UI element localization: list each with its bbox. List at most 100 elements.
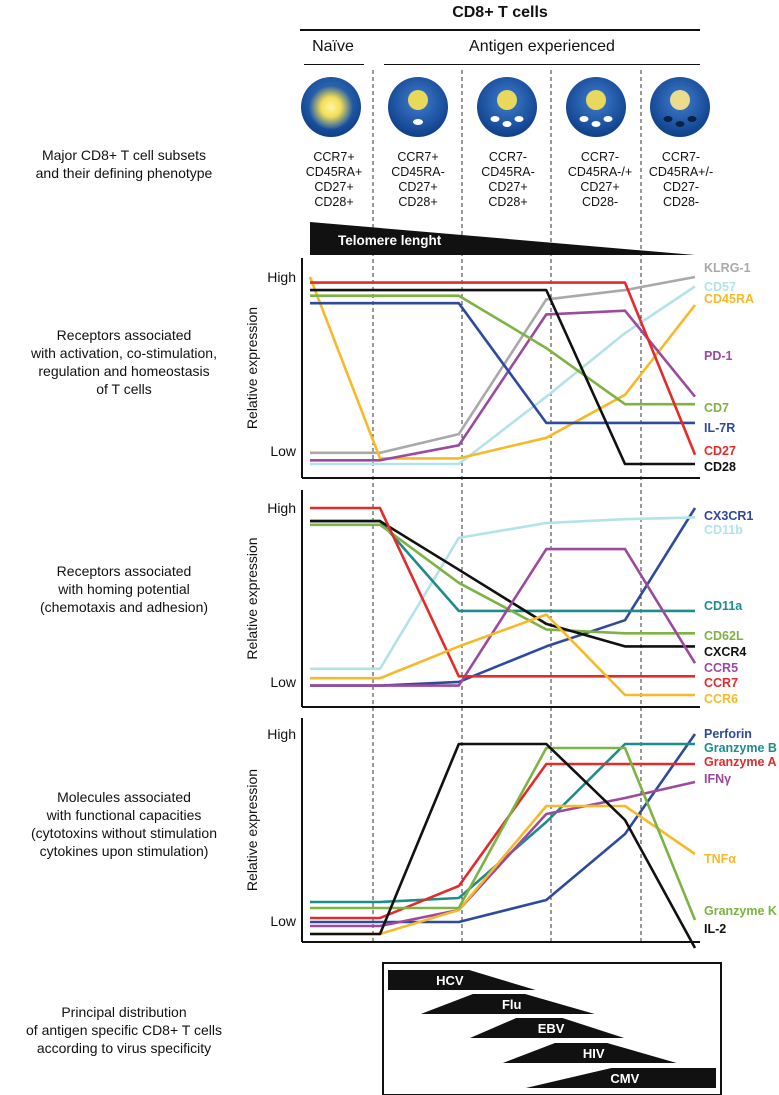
tcell-granule [603, 116, 613, 122]
virus-bar-cmv: CMV [525, 1068, 716, 1088]
virus-distribution-box [382, 962, 722, 1095]
series-line-granzyme-k [310, 746, 697, 921]
virus-wedge [525, 1068, 716, 1088]
series-label-pd-1: PD-1 [704, 349, 733, 363]
expression-panel-1: Relative expression High Low KLRG-1 CD57CD45… [244, 258, 754, 479]
tcell-granule [490, 116, 500, 122]
telomere-wedge [310, 222, 695, 255]
series-label-il-7r: IL-7R [704, 421, 735, 435]
series-line-klrg-1 [310, 275, 696, 455]
tcell-granule [579, 116, 589, 122]
virus-label: EBV [538, 1021, 565, 1036]
y-tick-high: High [267, 500, 296, 516]
page-title: CD8+ T cells [452, 4, 548, 21]
tcell-granule [502, 121, 512, 127]
virus-wedge [470, 1018, 625, 1038]
series-line-ifn [310, 780, 696, 928]
y-axis-label: Relative expression [244, 769, 260, 891]
series-label-ccr6: CCR6 [704, 692, 738, 706]
naive-rule [304, 64, 364, 65]
y-tick-low: Low [270, 913, 297, 929]
tcell-granule [687, 116, 697, 122]
series-line-il-7r [310, 301, 695, 425]
series-label-tnf: TNFα [704, 852, 736, 866]
y-tick-low: Low [270, 443, 297, 459]
series-line-ccr7 [310, 506, 695, 678]
series-line-perforin [310, 733, 697, 924]
series-label-cx3cr1: CX3CR1 [704, 509, 753, 523]
y-axis-label: Relative expression [244, 537, 260, 659]
series-line-cd28 [310, 288, 695, 466]
series-line-cd27 [310, 281, 697, 456]
tcell-2 [388, 77, 448, 137]
series-label-klrg-1: KLRG-1 [704, 261, 751, 275]
experienced-rule [384, 64, 700, 65]
tcell-granule [663, 116, 673, 122]
tcell-granule [514, 116, 524, 122]
series-label-cd7: CD7 [704, 401, 729, 415]
virus-label: HIV [583, 1046, 605, 1061]
tcell-nucleus [586, 90, 606, 110]
series-label-cd11a: CD11a [704, 599, 743, 613]
series-line-cxcr4 [310, 519, 695, 648]
series-line-cd7 [310, 294, 695, 406]
label-virus-distribution: Principal distribution of antigen specifi… [26, 1004, 222, 1056]
tcell-1 [301, 77, 361, 137]
phenotype-naive: CCR7+ CD45RA+ CD27+ CD28+ [305, 150, 363, 209]
virus-bar-hcv: HCV [388, 970, 536, 990]
tcell-5 [650, 77, 710, 137]
y-axis-label: Relative expression [244, 307, 260, 429]
title-rule [300, 29, 700, 31]
series-line-granzyme-a [310, 762, 695, 920]
series-label-cd45ra: CD45RA [704, 292, 754, 306]
series-label-granzyme-b: Granzyme B [704, 741, 777, 755]
phenotype-transitional-memory: CCR7- CD45RA- CD27+ CD28+ [481, 150, 535, 209]
series-label-cd57: CD57 [704, 280, 736, 294]
phenotype-effector-memory: CCR7- CD45RA-/+ CD27+ CD28- [567, 150, 633, 209]
y-tick-high: High [267, 726, 296, 742]
series-line-ccr6 [310, 613, 695, 697]
phenotype-effector: CCR7- CD45RA+/- CD27- CD28- [648, 150, 714, 209]
virus-bar-ebv: EBV [470, 1018, 625, 1038]
virus-wedge [420, 994, 595, 1014]
tcell-granule [413, 119, 423, 125]
virus-bar-flu: Flu [420, 994, 595, 1014]
series-label-granzyme-a: Granzyme A [704, 755, 776, 769]
virus-label: HCV [436, 973, 464, 988]
series-label-cd11b: CD11b [704, 523, 743, 537]
tcell-granule [591, 121, 601, 127]
label-functional-molecules: Molecules associated with functional capa… [31, 789, 217, 859]
virus-label: Flu [502, 997, 522, 1012]
series-label-granzyme-k: Granzyme K [704, 904, 777, 918]
experienced-heading: Antigen experienced [469, 38, 615, 55]
series-label-ccr5: CCR5 [704, 661, 738, 675]
telomere-label: Telomere lenght [338, 233, 442, 248]
tcell-granule [675, 121, 685, 127]
series-label-cd27: CD27 [704, 444, 736, 458]
series-label-cxcr4: CXCR4 [704, 645, 746, 659]
expression-panel-3: Relative expressionHighLowPerforinGranzy… [244, 718, 777, 949]
naive-heading: Naïve [312, 38, 354, 55]
label-subsets: Major CD8+ T cell subsets and their defin… [35, 147, 213, 181]
phenotype-central-memory: CCR7+ CD45RA- CD27+ CD28+ [391, 150, 445, 209]
series-label-ifn: IFNγ [704, 772, 731, 786]
label-activation-receptors: Receptors associated with activation, co-… [31, 327, 217, 397]
virus-wedge [502, 1043, 677, 1063]
series-line-pd-1 [310, 309, 697, 462]
series-line-cd11b [310, 516, 696, 671]
tcell-4 [566, 77, 626, 137]
series-line-il-2 [310, 742, 697, 949]
series-line-cd62l [310, 523, 695, 635]
y-tick-high: High [267, 269, 296, 285]
series-line-cd45ra [308, 276, 697, 460]
label-homing-receptors: Receptors associated with homing potentia… [39, 563, 209, 615]
tcell-nucleus [497, 90, 517, 110]
virus-wedge [388, 970, 536, 990]
tcell-3 [477, 77, 537, 137]
series-line-ccr5 [310, 547, 697, 687]
series-label-cd28: CD28 [704, 460, 736, 474]
tcell-nucleus [670, 90, 690, 110]
virus-label: CMV [610, 1071, 639, 1086]
